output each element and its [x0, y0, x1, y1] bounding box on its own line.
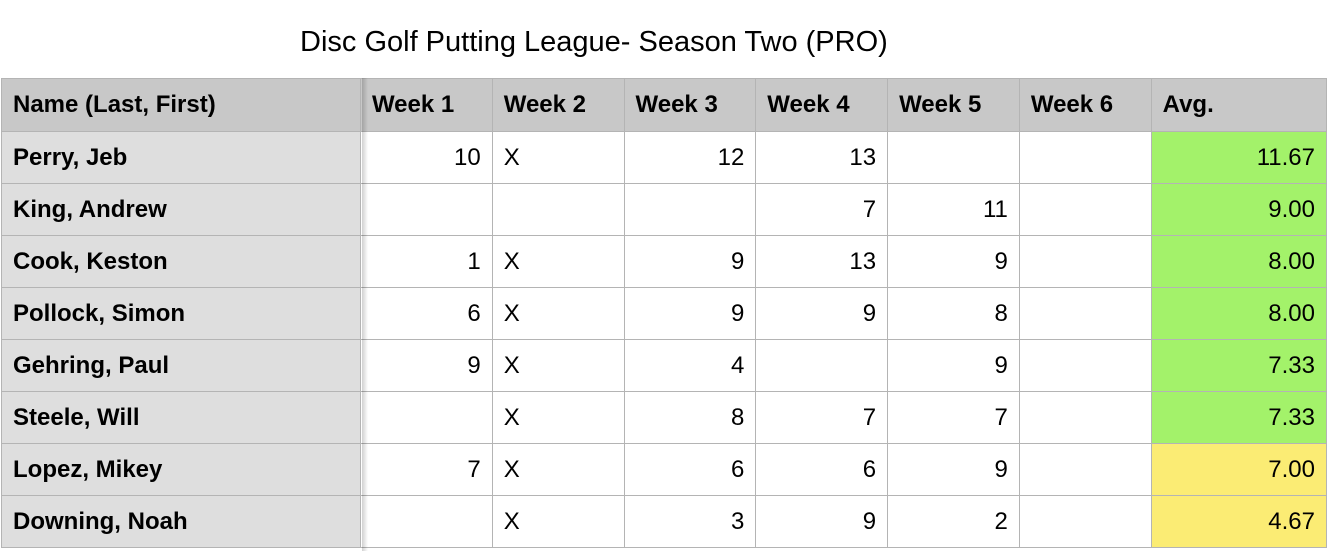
week-5-score-cell[interactable]: 9	[887, 235, 1020, 288]
header-row: Name (Last, First) Week 1 Week 2 Week 3 …	[1, 78, 1327, 132]
week-2-score-cell[interactable]: X	[491, 131, 625, 184]
player-name-cell[interactable]: Perry, Jeb	[1, 131, 361, 184]
week-6-score-cell[interactable]	[1018, 183, 1152, 236]
average-cell[interactable]: 8.00	[1150, 287, 1327, 340]
player-name-cell[interactable]: Steele, Will	[1, 391, 361, 444]
column-header-week-5[interactable]: Week 5	[887, 78, 1020, 132]
table-row: Pollock, Simon 6 X 9 9 8 8.00	[1, 287, 1327, 340]
table-row: Cook, Keston 1 X 9 13 9 8.00	[1, 235, 1327, 288]
column-header-avg[interactable]: Avg.	[1150, 78, 1327, 132]
table-row: Gehring, Paul 9 X 4 9 7.33	[1, 339, 1327, 392]
sheet-title: Disc Golf Putting League- Season Two (PR…	[300, 26, 888, 58]
player-name-cell[interactable]: Pollock, Simon	[1, 287, 361, 340]
week-5-score-cell[interactable]: 8	[887, 287, 1020, 340]
week-6-score-cell[interactable]	[1018, 339, 1152, 392]
average-cell[interactable]: 8.00	[1150, 235, 1327, 288]
table-row: King, Andrew 7 11 9.00	[1, 183, 1327, 236]
week-5-score-cell[interactable]	[887, 131, 1020, 184]
week-5-score-cell[interactable]: 2	[887, 495, 1020, 548]
week-1-score-cell[interactable]	[359, 495, 493, 548]
player-name-cell[interactable]: Cook, Keston	[1, 235, 361, 288]
column-header-week-4[interactable]: Week 4	[755, 78, 889, 132]
week-6-score-cell[interactable]	[1018, 287, 1152, 340]
week-6-score-cell[interactable]	[1018, 443, 1152, 496]
week-5-score-cell[interactable]: 11	[887, 183, 1020, 236]
week-1-score-cell[interactable]: 7	[359, 443, 493, 496]
league-table: Name (Last, First) Week 1 Week 2 Week 3 …	[1, 78, 1327, 548]
week-2-score-cell[interactable]: X	[491, 287, 625, 340]
average-cell[interactable]: 7.33	[1150, 339, 1327, 392]
week-3-score-cell[interactable]: 9	[623, 235, 757, 288]
average-cell[interactable]: 11.67	[1150, 131, 1327, 184]
week-4-score-cell[interactable]: 13	[755, 131, 889, 184]
column-header-week-2[interactable]: Week 2	[491, 78, 625, 132]
week-6-score-cell[interactable]	[1018, 235, 1152, 288]
table-row: Downing, Noah X 3 9 2 4.67	[1, 495, 1327, 548]
average-cell[interactable]: 4.67	[1150, 495, 1327, 548]
week-1-score-cell[interactable]: 10	[359, 131, 493, 184]
table-row: Lopez, Mikey 7 X 6 6 9 7.00	[1, 443, 1327, 496]
week-6-score-cell[interactable]	[1018, 495, 1152, 548]
week-4-score-cell[interactable]: 7	[755, 391, 889, 444]
week-4-score-cell[interactable]: 7	[755, 183, 889, 236]
player-name-cell[interactable]: King, Andrew	[1, 183, 361, 236]
week-3-score-cell[interactable]: 12	[623, 131, 757, 184]
week-5-score-cell[interactable]: 9	[887, 443, 1020, 496]
table-row: Steele, Will X 8 7 7 7.33	[1, 391, 1327, 444]
week-4-score-cell[interactable]: 13	[755, 235, 889, 288]
week-1-score-cell[interactable]: 9	[359, 339, 493, 392]
week-5-score-cell[interactable]: 7	[887, 391, 1020, 444]
week-3-score-cell[interactable]	[623, 183, 757, 236]
player-name-cell[interactable]: Gehring, Paul	[1, 339, 361, 392]
week-6-score-cell[interactable]	[1018, 391, 1152, 444]
week-4-score-cell[interactable]: 6	[755, 443, 889, 496]
week-4-score-cell[interactable]: 9	[755, 287, 889, 340]
week-2-score-cell[interactable]: X	[491, 339, 625, 392]
week-1-score-cell[interactable]	[359, 183, 493, 236]
week-3-score-cell[interactable]: 8	[623, 391, 757, 444]
column-header-week-1[interactable]: Week 1	[359, 78, 493, 132]
week-2-score-cell[interactable]: X	[491, 391, 625, 444]
table-row: Perry, Jeb 10 X 12 13 11.67	[1, 131, 1327, 184]
player-name-cell[interactable]: Lopez, Mikey	[1, 443, 361, 496]
week-2-score-cell[interactable]: X	[491, 495, 625, 548]
week-3-score-cell[interactable]: 3	[623, 495, 757, 548]
week-1-score-cell[interactable]: 6	[359, 287, 493, 340]
average-cell[interactable]: 7.33	[1150, 391, 1327, 444]
average-cell[interactable]: 9.00	[1150, 183, 1327, 236]
week-2-score-cell[interactable]: X	[491, 235, 625, 288]
column-header-week-6[interactable]: Week 6	[1018, 78, 1152, 132]
week-6-score-cell[interactable]	[1018, 131, 1152, 184]
week-3-score-cell[interactable]: 9	[623, 287, 757, 340]
week-4-score-cell[interactable]	[755, 339, 889, 392]
week-5-score-cell[interactable]: 9	[887, 339, 1020, 392]
week-3-score-cell[interactable]: 6	[623, 443, 757, 496]
column-header-week-3[interactable]: Week 3	[623, 78, 757, 132]
average-cell[interactable]: 7.00	[1150, 443, 1327, 496]
week-2-score-cell[interactable]: X	[491, 443, 625, 496]
week-2-score-cell[interactable]	[491, 183, 625, 236]
week-1-score-cell[interactable]	[359, 391, 493, 444]
week-1-score-cell[interactable]: 1	[359, 235, 493, 288]
week-3-score-cell[interactable]: 4	[623, 339, 757, 392]
column-header-name[interactable]: Name (Last, First)	[1, 78, 361, 132]
player-name-cell[interactable]: Downing, Noah	[1, 495, 361, 548]
week-4-score-cell[interactable]: 9	[755, 495, 889, 548]
